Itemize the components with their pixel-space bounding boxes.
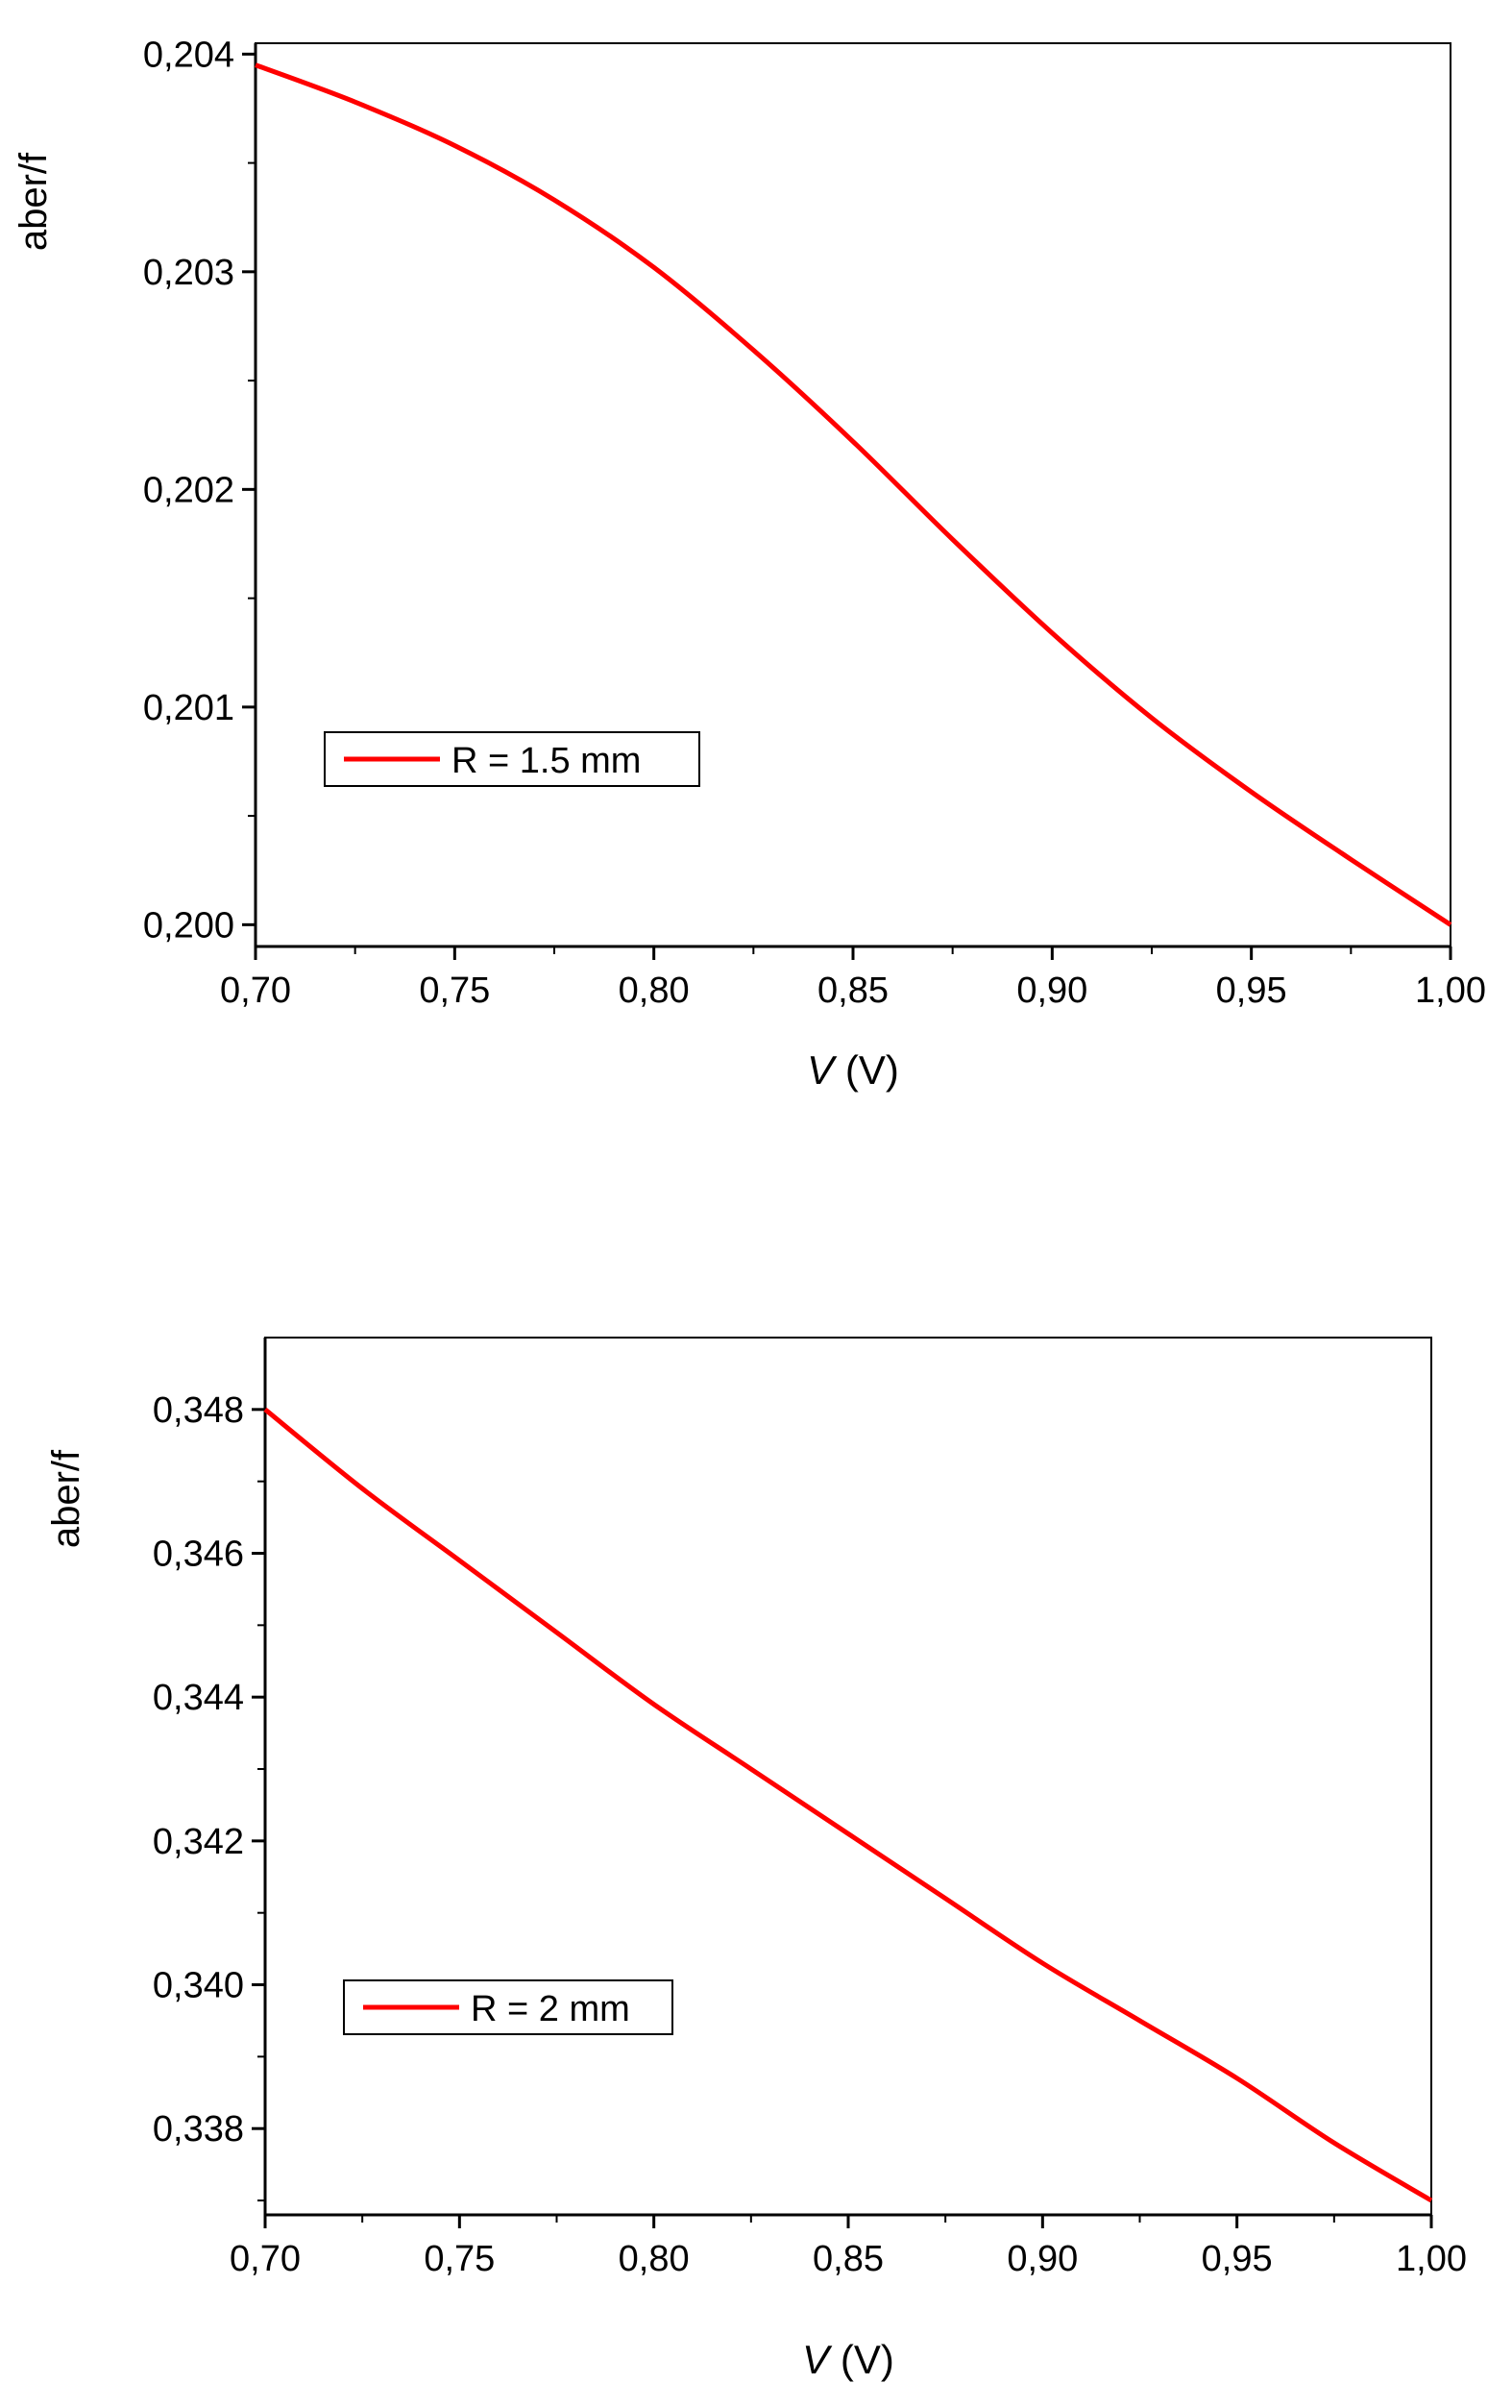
chart2-x-tick-label: 1,00 — [1396, 2239, 1467, 2279]
chart1-y-tick-label: 0,204 — [143, 35, 234, 75]
chart2-group: 0,70 0,75 0,80 0,85 0,90 0,95 1,00 0,338 0,340 0,… — [45, 1337, 1467, 2382]
chart1-plot-frame — [255, 42, 1451, 947]
chart2-y-axis-title: aber/f — [45, 1449, 87, 1548]
chart2-x-tick-label: 0,75 — [424, 2239, 495, 2279]
chart1-x-axis-title: V (V) — [807, 1047, 899, 1093]
chart1-series-line-1 — [255, 62, 1452, 927]
chart1-x-tick-label: 0,80 — [619, 971, 690, 1011]
chart2-y-tick-label: 0,344 — [153, 1678, 244, 1718]
chart1-legend-label: R = 1.5 mm — [451, 741, 641, 781]
chart2-series-line-1 — [263, 1407, 1433, 2203]
chart2-y-tick-label: 0,346 — [153, 1535, 244, 1575]
chart1-x-tick-label: 0,85 — [817, 971, 889, 1011]
chart2-x-tick-label: 0,85 — [813, 2239, 884, 2279]
chart2-x-tick-label: 0,70 — [230, 2239, 301, 2279]
chart1-group: 0,70 0,75 0,80 0,85 0,90 0,95 1,00 0,200 0,201 0,… — [12, 35, 1486, 1093]
chart2-plot-frame — [264, 1337, 1432, 2216]
chart1-y-tick-label: 0,201 — [143, 688, 234, 728]
chart1-y-tick-label: 0,202 — [143, 470, 234, 510]
chart1-y-axis-title: aber/f — [12, 152, 55, 251]
chart1-x-tick-label: 0,95 — [1216, 971, 1287, 1011]
chart1-y-tick-label: 0,200 — [143, 905, 234, 946]
chart2-y-tick-label: 0,340 — [153, 1966, 244, 2006]
chart2-x-tick-label: 0,95 — [1202, 2239, 1273, 2279]
chart1-x-tick-label: 0,90 — [1016, 971, 1087, 1011]
chart2-y-tick-label: 0,342 — [153, 1822, 244, 1862]
chart1-y-tick-label: 0,203 — [143, 253, 234, 293]
chart2-y-tick-label: 0,338 — [153, 2109, 244, 2150]
chart2-x-tick-label: 0,80 — [619, 2239, 690, 2279]
chart1-x-tick-label: 0,70 — [220, 971, 291, 1011]
chart2-legend-label: R = 2 mm — [471, 1989, 630, 2029]
chart1-x-tick-label: 1,00 — [1415, 971, 1486, 1011]
chart1-x-tick-label: 0,75 — [419, 971, 490, 1011]
chart2-y-tick-label: 0,348 — [153, 1390, 244, 1431]
chart2-x-axis-title: V (V) — [802, 2337, 894, 2382]
chart2-x-tick-label: 0,90 — [1007, 2239, 1078, 2279]
